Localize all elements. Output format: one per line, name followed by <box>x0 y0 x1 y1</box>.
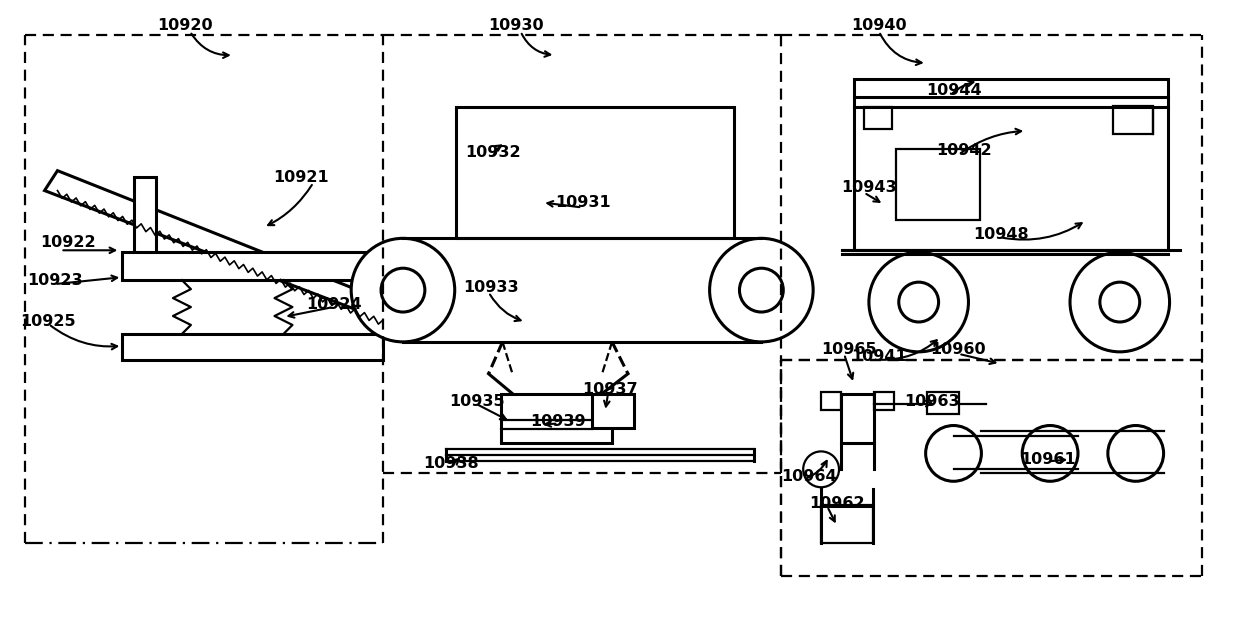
Polygon shape <box>45 171 393 320</box>
Circle shape <box>1107 425 1163 482</box>
Text: 10962: 10962 <box>810 495 864 511</box>
Text: 10937: 10937 <box>582 382 637 397</box>
Text: 10922: 10922 <box>41 235 97 250</box>
Text: 10935: 10935 <box>449 394 505 409</box>
Bar <box>864 107 892 129</box>
Bar <box>895 149 981 221</box>
Text: 10920: 10920 <box>157 18 213 33</box>
Bar <box>926 392 959 413</box>
Text: 10941: 10941 <box>851 349 906 364</box>
Bar <box>821 392 841 410</box>
Text: 10924: 10924 <box>306 296 362 312</box>
Bar <box>501 394 613 444</box>
Bar <box>593 394 634 427</box>
Circle shape <box>739 268 784 312</box>
Bar <box>123 334 383 360</box>
Circle shape <box>351 238 455 342</box>
Text: 10964: 10964 <box>781 469 837 483</box>
Text: 10960: 10960 <box>931 343 986 357</box>
Text: 10931: 10931 <box>556 195 611 210</box>
Text: 10944: 10944 <box>926 83 982 99</box>
Text: 10939: 10939 <box>531 414 587 429</box>
Text: 10965: 10965 <box>821 343 877 357</box>
Text: 10938: 10938 <box>423 456 479 471</box>
Circle shape <box>804 451 839 487</box>
Circle shape <box>869 252 968 352</box>
Bar <box>821 505 873 543</box>
Text: 10961: 10961 <box>1021 452 1076 467</box>
Bar <box>1112 106 1153 134</box>
Text: 10963: 10963 <box>904 394 960 409</box>
Text: 10942: 10942 <box>936 143 992 158</box>
Circle shape <box>1070 252 1169 352</box>
Circle shape <box>709 238 813 342</box>
Bar <box>134 176 156 274</box>
Bar <box>456 107 734 238</box>
Text: 10933: 10933 <box>463 279 518 295</box>
Bar <box>854 79 1168 250</box>
Bar <box>123 252 383 280</box>
Circle shape <box>381 268 425 312</box>
Bar <box>874 392 894 410</box>
Text: 10932: 10932 <box>466 145 521 161</box>
Text: 10943: 10943 <box>841 180 897 195</box>
Circle shape <box>1022 425 1078 482</box>
Circle shape <box>1100 282 1140 322</box>
Text: 10925: 10925 <box>21 315 77 329</box>
Circle shape <box>925 425 981 482</box>
Text: 10940: 10940 <box>851 18 906 33</box>
Text: 10921: 10921 <box>274 170 329 185</box>
Text: 10948: 10948 <box>973 227 1029 242</box>
Text: 10923: 10923 <box>27 272 83 288</box>
Text: 10930: 10930 <box>489 18 544 33</box>
Circle shape <box>899 282 939 322</box>
